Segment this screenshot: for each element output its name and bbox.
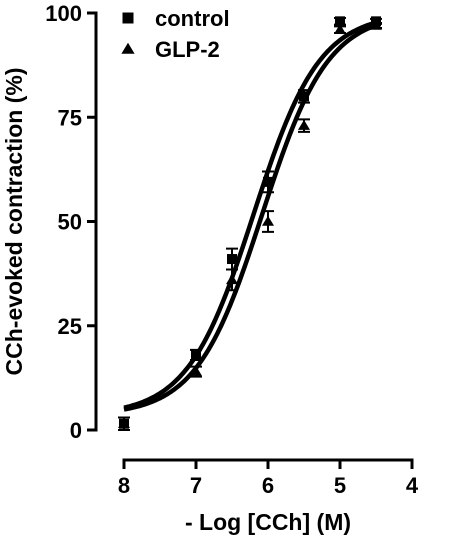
x-tick-label: 7 — [190, 473, 202, 498]
y-axis-title: CCh-evoked contraction (%) — [1, 68, 27, 376]
y-tick-label: 75 — [58, 105, 82, 130]
data-point-triangle — [262, 215, 274, 226]
x-tick-label: 6 — [262, 473, 274, 498]
data-point-triangle — [190, 365, 202, 376]
y-tick-label: 50 — [58, 210, 82, 235]
data-points — [118, 16, 382, 431]
data-point-square — [263, 176, 273, 187]
y-tick-label: 25 — [58, 314, 82, 339]
fit-curves — [123, 20, 377, 412]
x-tick-label: 5 — [334, 473, 346, 498]
data-point-triangle — [334, 23, 346, 34]
legend-label: control — [155, 6, 230, 31]
x-tick-label: 4 — [406, 473, 419, 498]
fit-curve-square — [123, 20, 377, 410]
legend: control GLP-2 — [121, 6, 230, 62]
data-point-square — [299, 91, 309, 102]
fit-curve-triangle — [123, 23, 377, 412]
y-tick-label: 0 — [70, 418, 82, 443]
data-point-square — [227, 254, 237, 265]
x-axis-title: - Log [CCh] (M) — [185, 509, 351, 535]
y-tick-label: 100 — [45, 1, 82, 26]
legend-label: GLP-2 — [155, 37, 220, 62]
data-point-square — [191, 349, 201, 360]
x-ticks: 8 7 6 5 4 — [118, 460, 419, 498]
legend-marker-square — [122, 12, 134, 24]
data-point-triangle — [298, 119, 310, 130]
data-point-triangle — [118, 418, 130, 429]
x-tick-label: 8 — [118, 473, 130, 498]
data-point-square — [335, 16, 345, 27]
data-point-triangle — [226, 274, 238, 285]
legend-marker-triangle — [121, 42, 135, 54]
data-point-triangle — [370, 19, 382, 30]
y-ticks: 0 25 50 75 100 — [45, 1, 96, 443]
